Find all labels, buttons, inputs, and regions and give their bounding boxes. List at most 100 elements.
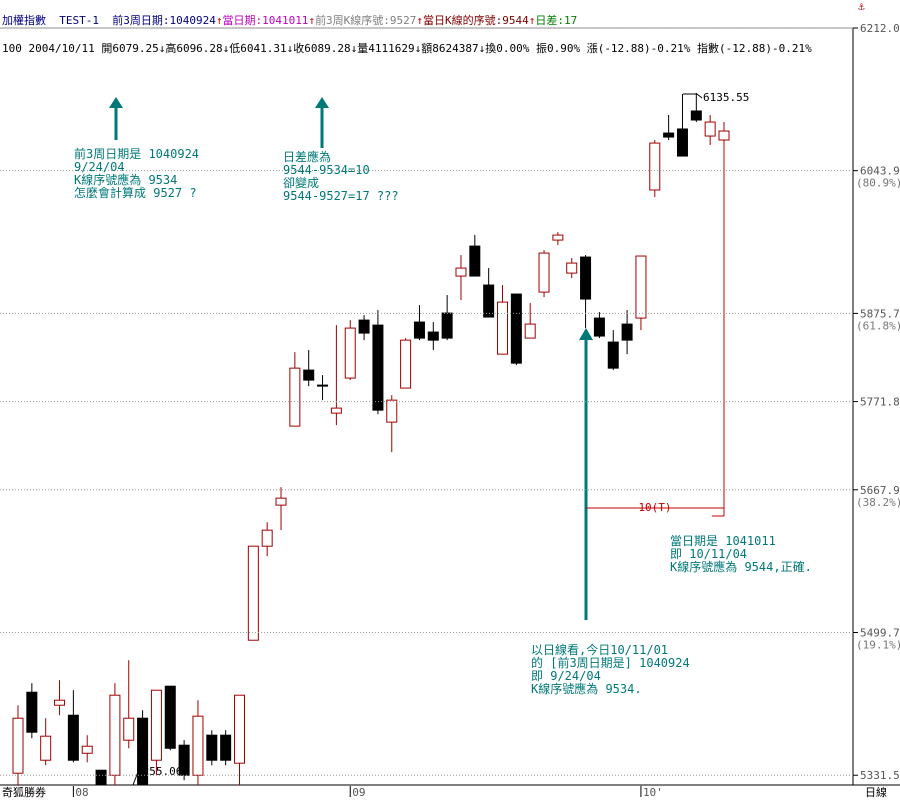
candle-down xyxy=(441,312,453,339)
header-segment: ↑ xyxy=(416,14,424,27)
min-label: 5255.06 xyxy=(136,765,182,778)
candle-up xyxy=(330,407,342,414)
annotation-line: K線序號應為 9534 xyxy=(74,172,177,187)
candle-up xyxy=(552,234,564,241)
candle-down xyxy=(95,769,107,785)
annotation-line: 日差應為 xyxy=(283,149,331,164)
candle-up xyxy=(54,699,66,706)
y-tick-label: 5771.8 xyxy=(860,396,900,409)
candle-up xyxy=(524,323,536,339)
header-segment: 前3周K線序號:9527 xyxy=(315,14,417,27)
candle-down xyxy=(26,691,38,733)
annotation-line: 以日線看,今日10/11/01 xyxy=(531,642,668,657)
candle-up xyxy=(386,399,398,423)
y-tick-label: 5667.9 xyxy=(860,484,900,497)
max-label: 6135.55 xyxy=(703,91,749,104)
candle-down xyxy=(164,685,176,749)
x-tick-label: 10' xyxy=(643,786,663,799)
y-tick-label: 6212.0 xyxy=(860,22,900,35)
header-segment: ↑ xyxy=(308,14,316,27)
header-line1: 加權指數 TEST-1 前3周日期:1040924↑當日期:1041011↑前3… xyxy=(2,14,852,28)
candle-down xyxy=(317,384,329,387)
annotation-line: K線序號應為 9544,正確. xyxy=(670,559,812,574)
max-marker xyxy=(683,93,703,99)
candle-down xyxy=(372,324,384,411)
candle-up xyxy=(649,142,661,191)
candle-up xyxy=(12,717,24,774)
candle-up xyxy=(704,121,716,137)
footer-right: 日線 xyxy=(865,785,887,799)
annotation-line: 9544-9534=10 xyxy=(283,163,370,177)
header: 加權指數 TEST-1 前3周日期:1040924↑當日期:1041011↑前3… xyxy=(2,0,852,70)
candle-down xyxy=(580,256,592,300)
candle-up xyxy=(40,735,52,761)
annotation-line: 即 9/24/04 xyxy=(531,669,601,683)
annotation-line: 怎麼會計算成 9527 ? xyxy=(74,185,197,200)
header-segment: 當日期:1041011 xyxy=(222,14,309,27)
candle-up xyxy=(718,130,730,141)
y-tick-note: (61.8%) xyxy=(856,319,900,332)
candle-up xyxy=(150,689,162,761)
y-tick-note: (19.1%) xyxy=(856,638,900,651)
annotation-line: 9544-9527=17 ??? xyxy=(283,189,399,203)
candle-up xyxy=(109,694,121,776)
candle-up xyxy=(538,252,550,293)
bracket-label: 10(T) xyxy=(638,501,671,514)
candle-up xyxy=(566,262,578,274)
header-line2: 100 2004/10/11 開6079.25↓高6096.28↓低6041.3… xyxy=(2,42,812,55)
candle-down xyxy=(676,128,688,157)
candle-down xyxy=(137,717,149,785)
min-marker xyxy=(132,771,139,786)
candle-up xyxy=(635,255,647,319)
annotation-line: K線序號應為 9534. xyxy=(531,681,642,696)
candle-down xyxy=(178,744,190,776)
anchor-icon[interactable]: ⚓ xyxy=(857,0,865,13)
bracket xyxy=(586,142,725,517)
annotation-line: 9/24/04 xyxy=(74,160,125,174)
candle-up xyxy=(275,497,287,506)
annotation-line: 的 [前3周日期是] 1040924 xyxy=(531,655,690,670)
candle-up xyxy=(455,267,467,277)
header-segment: ↑ xyxy=(215,14,223,27)
candle-up xyxy=(192,715,204,776)
header-segment: ↑ xyxy=(528,14,536,27)
header-segment: 日差:17 xyxy=(535,14,578,27)
candle-down xyxy=(303,369,315,381)
x-tick-label: 08 xyxy=(75,786,88,799)
candle-up xyxy=(497,301,509,355)
candle-up xyxy=(81,745,93,754)
candle-up xyxy=(400,339,412,389)
annotation-line: 當日期是 1041011 xyxy=(670,534,776,548)
candle-down xyxy=(593,317,605,337)
y-tick-label: 5331.5 xyxy=(860,769,900,782)
candle-up xyxy=(344,327,356,379)
header-segment: 加權指數 TEST-1 前3周日期:1040924 xyxy=(2,14,216,27)
candle-up xyxy=(123,717,135,741)
candle-down xyxy=(469,245,481,277)
candle-down xyxy=(663,132,675,138)
annotation-line: 卻變成 xyxy=(283,175,319,190)
plot xyxy=(12,92,730,785)
candle-down xyxy=(621,323,633,341)
candle-up xyxy=(289,367,301,427)
footer-left: 奇狐勝券 xyxy=(2,785,46,799)
header-segment: 當日K線的序號:9544 xyxy=(423,14,529,27)
candle-down xyxy=(220,734,232,761)
candle-down xyxy=(607,341,619,369)
arrows xyxy=(109,97,593,620)
candle-down xyxy=(690,110,702,121)
x-tick-label: 09 xyxy=(352,786,365,799)
y-tick-label: 5875.7 xyxy=(860,307,900,320)
y-tick-label: 6043.9 xyxy=(860,165,900,178)
candle-up xyxy=(261,529,273,547)
annotation-line: 即 10/11/04 xyxy=(670,547,747,561)
candle-down xyxy=(510,293,522,364)
candle-down xyxy=(413,321,425,339)
candle-down xyxy=(358,319,370,334)
candle-up xyxy=(233,694,245,764)
y-tick-note: (80.9%) xyxy=(856,177,900,190)
candle-down xyxy=(206,734,218,761)
y-tick-note: (38.2%) xyxy=(856,496,900,509)
